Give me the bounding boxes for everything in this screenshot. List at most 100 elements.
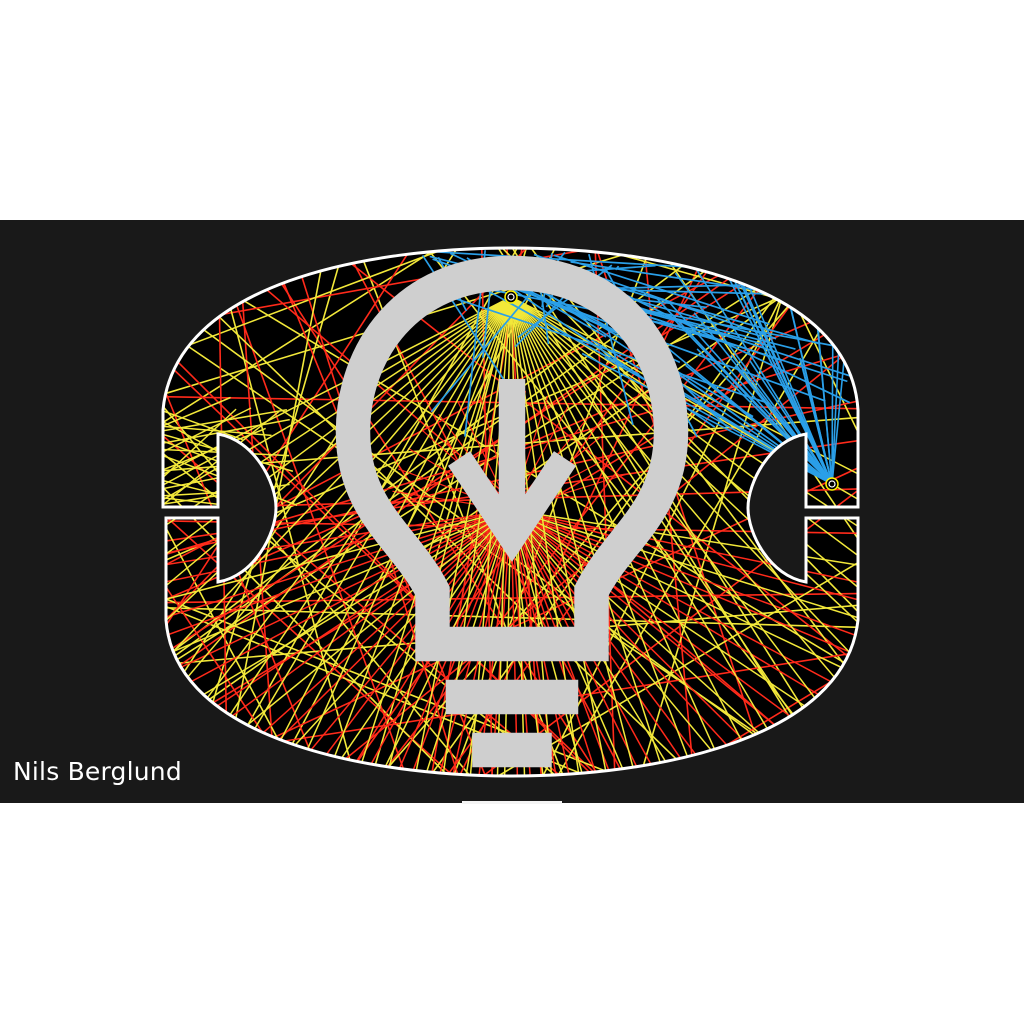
ray-segment	[470, 280, 640, 376]
ray-segment	[471, 248, 501, 776]
ray-segment	[163, 248, 858, 776]
ray-segment	[163, 296, 512, 683]
ray-segment	[241, 509, 512, 776]
ray-segment	[510, 296, 858, 571]
ray-segment	[510, 509, 858, 597]
ray-segment	[163, 252, 858, 776]
ray-segment	[163, 296, 512, 708]
channel-name: Nils Berglund	[13, 757, 182, 786]
ray-segment	[510, 509, 660, 776]
ray-segment	[522, 248, 858, 776]
ray-segment	[163, 296, 512, 776]
ray-segment	[553, 254, 770, 325]
ray-segment	[685, 364, 833, 485]
ray-segment	[163, 509, 512, 636]
ray-segment	[163, 509, 512, 727]
ray-segment	[175, 296, 512, 776]
ray-segment	[510, 296, 858, 657]
ray-segment	[510, 296, 858, 629]
ray-segment	[163, 296, 512, 600]
ray-segment	[163, 497, 220, 506]
ray-segment	[163, 296, 512, 657]
ray-segment	[510, 296, 858, 776]
ray-segment	[738, 262, 833, 485]
ray-segment	[425, 296, 512, 776]
ray-segment	[510, 509, 679, 776]
ray-segment	[725, 262, 833, 485]
ray-segment	[510, 509, 858, 636]
ray-segment	[163, 425, 272, 437]
ray-segment	[510, 296, 858, 683]
ray-segment	[163, 383, 858, 776]
ray-segment	[290, 509, 512, 776]
ray-segment	[163, 285, 858, 776]
ray-segment	[273, 509, 512, 776]
ray-segment	[510, 296, 818, 776]
ray-segment	[510, 509, 522, 776]
emitter-top	[504, 290, 518, 304]
ray-segment	[343, 509, 512, 776]
ray-segment	[510, 296, 630, 776]
ray-segment	[480, 509, 512, 776]
ray-segment	[510, 509, 858, 655]
ray-segment	[163, 248, 685, 776]
ray-segment	[257, 509, 512, 776]
ray-segment	[163, 248, 556, 776]
ray-segment	[692, 263, 833, 485]
ray-segment	[800, 359, 833, 485]
ray-segment	[163, 248, 826, 776]
ray-segment	[510, 509, 858, 616]
lightbulb-icon[interactable]	[0, 220, 1024, 803]
ray-segment	[749, 360, 833, 485]
ray-segment	[163, 248, 742, 776]
ray-segment	[163, 509, 512, 744]
ray-segment	[163, 509, 512, 616]
ray-segment	[163, 248, 514, 776]
ray-segment	[257, 248, 858, 776]
video-frame[interactable]: Nils Berglund	[0, 220, 1024, 803]
ray-segment	[510, 296, 847, 776]
ray-segment	[319, 248, 858, 776]
progress-strip	[462, 801, 562, 804]
ray-segment	[510, 509, 765, 776]
ray-segment	[163, 248, 858, 776]
ray-segment	[500, 509, 512, 776]
ray-segment	[163, 248, 858, 776]
ray-segment	[163, 410, 243, 441]
ray-segment	[163, 248, 761, 776]
billiard-boundary	[161, 246, 860, 778]
ray-segment	[163, 593, 858, 635]
ray-segment	[510, 509, 715, 776]
ray-segment	[163, 509, 512, 655]
emitter-right	[825, 477, 839, 491]
ray-segment	[510, 509, 697, 776]
ray-segment	[163, 248, 858, 529]
ray-segment	[307, 509, 512, 776]
ray-segment	[163, 510, 858, 538]
ray-segment	[163, 248, 858, 776]
ray-segment	[510, 509, 858, 673]
ray-segment	[325, 509, 512, 776]
ray-segment	[420, 509, 512, 776]
ray-segment	[693, 312, 833, 485]
ray-segment	[510, 509, 542, 776]
ray-segment	[362, 509, 512, 776]
ray-segment	[510, 509, 602, 776]
ray-segment	[510, 509, 781, 776]
ray-segment	[163, 396, 231, 427]
ray-segment	[163, 509, 512, 673]
ray-segment	[163, 408, 237, 478]
ray-segment	[510, 509, 749, 776]
ray-segment	[163, 248, 814, 759]
ray-segment	[163, 248, 631, 776]
ray-segment	[163, 479, 220, 496]
ray-segment	[163, 309, 858, 612]
ray-segment	[204, 296, 512, 776]
ray-segment	[163, 248, 710, 776]
ray-segment	[510, 509, 858, 727]
ray-segment	[510, 296, 858, 708]
ray-segment	[163, 248, 839, 776]
ray-segment	[233, 248, 654, 776]
ray-segment	[510, 509, 732, 776]
